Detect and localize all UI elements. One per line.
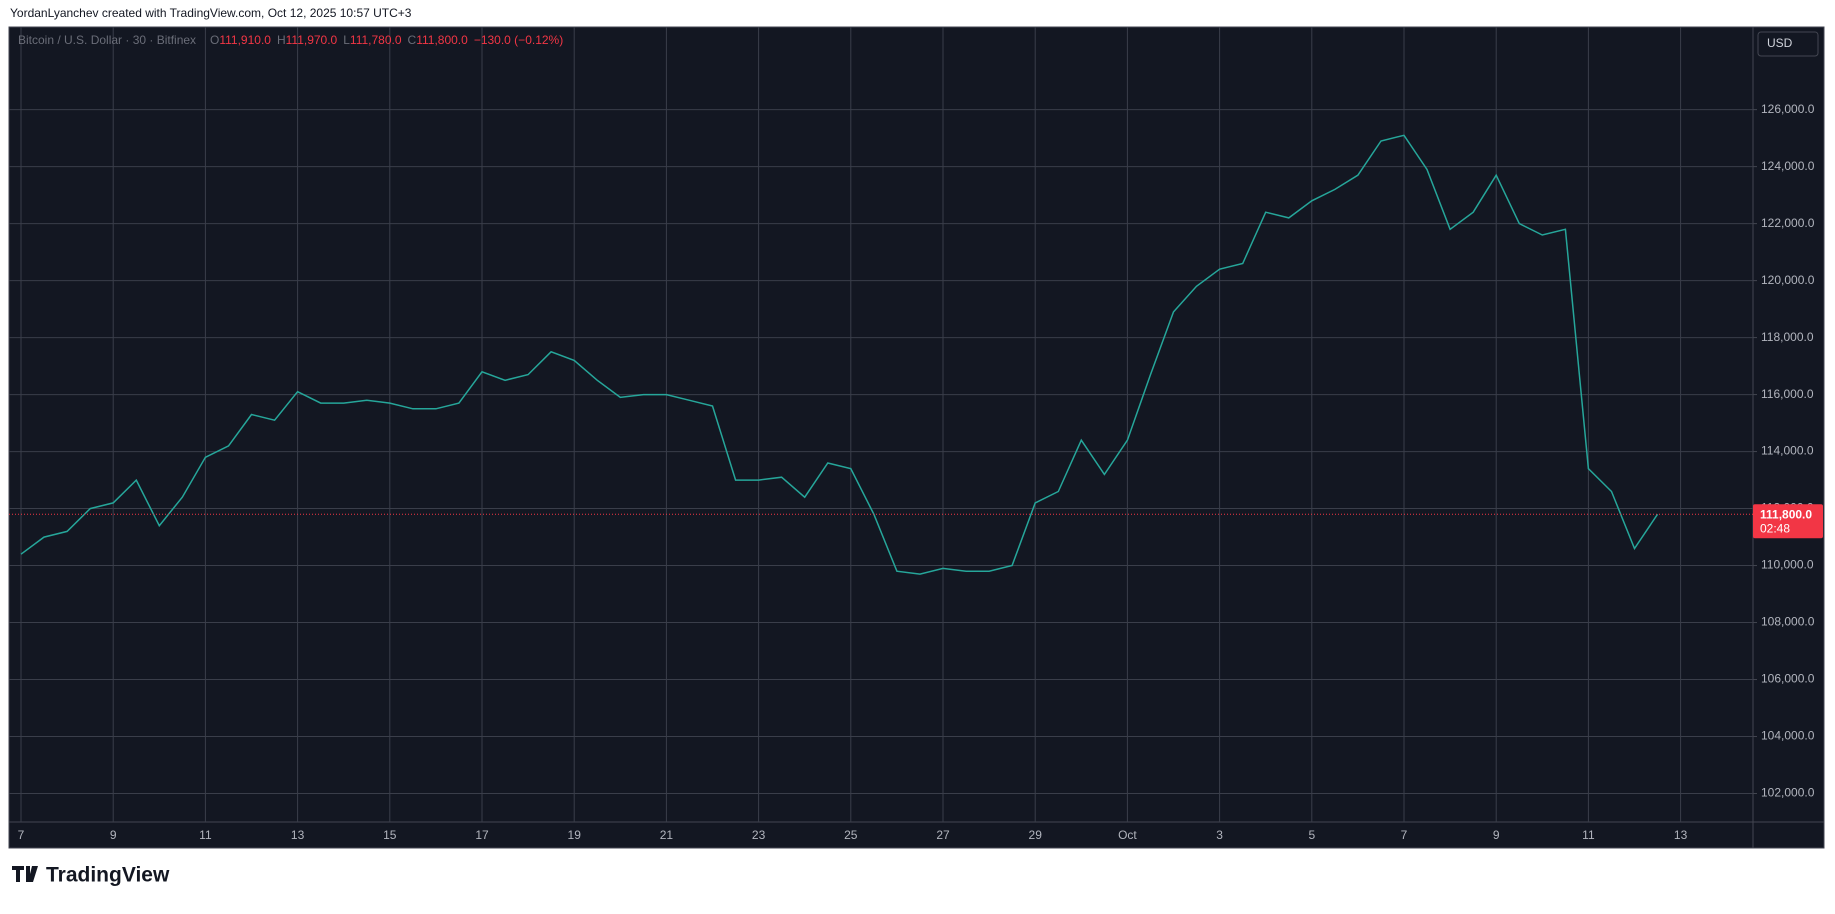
y-tick-label: 116,000.0 bbox=[1761, 387, 1814, 401]
x-tick-label: 13 bbox=[291, 828, 305, 842]
chart-background bbox=[8, 26, 1825, 849]
symbol: Bitcoin / U.S. Dollar · 30 · Bitfinex bbox=[18, 33, 196, 47]
ohlc-item: L bbox=[343, 33, 350, 47]
y-tick-label: 102,000.0 bbox=[1761, 786, 1815, 800]
y-tick-label: 106,000.0 bbox=[1761, 672, 1815, 686]
y-tick-label: 120,000.0 bbox=[1761, 273, 1815, 287]
x-tick-label: 15 bbox=[383, 828, 397, 842]
y-tick-label: 122,000.0 bbox=[1761, 216, 1815, 230]
logo: TradingView bbox=[12, 864, 170, 887]
y-tick-label: 108,000.0 bbox=[1761, 615, 1815, 629]
ohlc-item: 111,970.0 bbox=[286, 33, 338, 47]
x-tick-label: 5 bbox=[1308, 828, 1315, 842]
x-tick-label: 25 bbox=[844, 828, 858, 842]
header: YordanLyanchev created with TradingView.… bbox=[10, 6, 412, 20]
y-tick-label: 124,000.0 bbox=[1761, 159, 1815, 173]
ohlc-item: 111,800.0 bbox=[416, 33, 468, 47]
countdown: 02:48 bbox=[1760, 521, 1790, 535]
brand: TradingView bbox=[46, 864, 170, 887]
x-tick-label: 21 bbox=[660, 828, 674, 842]
ohlc-item: 111,780.0 bbox=[350, 33, 402, 47]
x-tick-label: 13 bbox=[1674, 828, 1688, 842]
x-tick-label: Oct bbox=[1118, 828, 1137, 842]
y-tick-label: 104,000.0 bbox=[1761, 729, 1815, 743]
x-tick-label: 27 bbox=[936, 828, 950, 842]
x-tick-label: 11 bbox=[1582, 828, 1595, 842]
ohlc-item: C bbox=[408, 33, 417, 47]
ohlc-item: H bbox=[277, 33, 286, 47]
x-tick-label: 17 bbox=[475, 828, 489, 842]
ohlc-item: 111,910.0 bbox=[219, 33, 271, 47]
last-price-label: 111,800.0 bbox=[1760, 507, 1812, 521]
x-tick-label: 19 bbox=[568, 828, 582, 842]
x-tick-label: 29 bbox=[1029, 828, 1043, 842]
x-tick-label: 11 bbox=[199, 828, 212, 842]
price-line bbox=[20, 134, 1659, 575]
y-tick-label: 114,000.0 bbox=[1761, 444, 1814, 458]
x-tick-label: 23 bbox=[752, 828, 766, 842]
ohlc: O111,910.0 H111,970.0 L111,780.0 C111,800.0… bbox=[210, 33, 563, 47]
currency-button[interactable] bbox=[1757, 31, 1819, 57]
ohlc-item: −130.0 (−0.12%) bbox=[474, 33, 563, 47]
y-tick-label: 118,000.0 bbox=[1761, 330, 1814, 344]
ohlc-item: O bbox=[210, 33, 219, 47]
y-tick-label: 110,000.0 bbox=[1761, 558, 1814, 572]
x-tick-label: 7 bbox=[1401, 828, 1408, 842]
x-tick-label: 9 bbox=[1493, 828, 1500, 842]
last-price-box bbox=[1753, 504, 1823, 539]
currency[interactable]: USD bbox=[1767, 36, 1793, 50]
x-tick-label: 3 bbox=[1216, 828, 1223, 842]
y-tick-label: 126,000.0 bbox=[1761, 102, 1815, 116]
x-tick-label: 7 bbox=[18, 828, 25, 842]
x-tick-label: 9 bbox=[110, 828, 117, 842]
